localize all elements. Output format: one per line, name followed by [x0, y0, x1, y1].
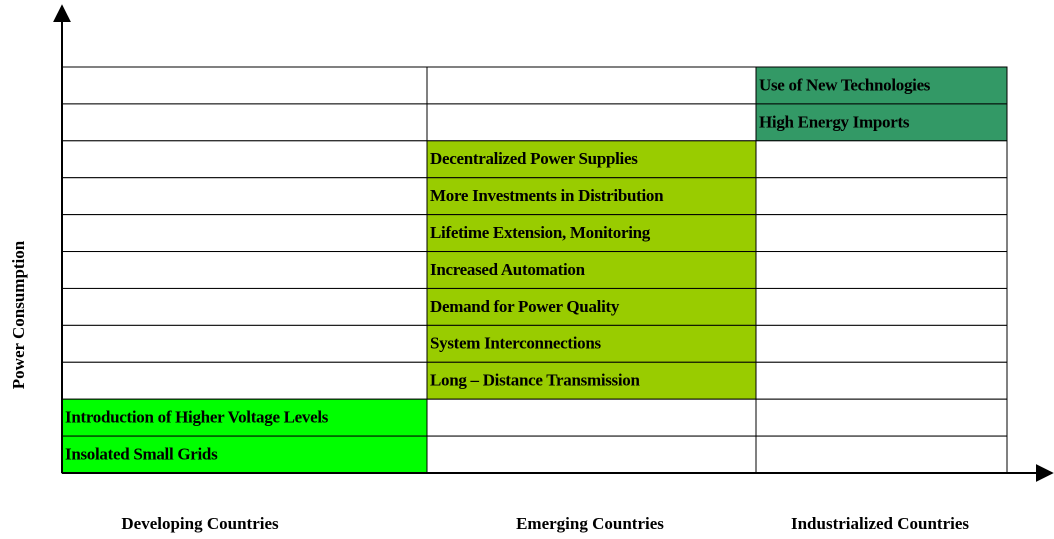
- cell: [755, 361, 1008, 400]
- cell: [426, 66, 757, 105]
- cell: [426, 140, 757, 179]
- cell: [61, 287, 428, 326]
- cell: [755, 251, 1008, 289]
- cell-text: Long – Distance Transmission: [430, 371, 640, 390]
- grid: Use of New Technologies High Energy Impor…: [61, 66, 1008, 474]
- column-label: Industrialized Countries: [791, 514, 969, 533]
- cell: [755, 398, 1008, 437]
- cell-text: More Investments in Distribution: [430, 186, 664, 205]
- cell: [755, 66, 1008, 105]
- cell: [61, 140, 428, 179]
- cell: [755, 140, 1008, 179]
- cell: [755, 214, 1008, 253]
- cell: [61, 361, 428, 400]
- cell: [61, 214, 428, 253]
- cell: [755, 177, 1008, 216]
- cell: [61, 103, 428, 142]
- cell-text: Increased Automation: [430, 260, 586, 279]
- cell: [426, 324, 757, 363]
- x-labels: Developing Countries Emerging Countries In…: [121, 514, 969, 533]
- cell-text: Introduction of Higher Voltage Levels: [65, 408, 329, 427]
- cell: [61, 251, 428, 289]
- column-label: Developing Countries: [121, 514, 279, 533]
- cell: [61, 398, 428, 437]
- cell: [755, 287, 1008, 326]
- cell: [426, 177, 757, 216]
- cell: [426, 435, 757, 474]
- cell: [426, 251, 757, 289]
- cell: [61, 324, 428, 363]
- cell-text: Decentralized Power Supplies: [430, 149, 638, 168]
- cell-text: Insolated Small Grids: [65, 444, 218, 463]
- cell-text: Use of New Technologies: [759, 75, 931, 94]
- cell: [426, 103, 757, 142]
- cell: [755, 435, 1008, 474]
- cell: [426, 398, 757, 437]
- column-label: Emerging Countries: [516, 514, 664, 533]
- cell-text: High Energy Imports: [759, 112, 910, 131]
- cell-text: Lifetime Extension, Monitoring: [430, 223, 651, 242]
- cell: [61, 177, 428, 216]
- cell: [755, 324, 1008, 363]
- cell: [61, 66, 428, 105]
- cell-text: System Interconnections: [430, 334, 601, 353]
- y-axis-label: Power Consumption: [9, 240, 28, 389]
- cell: [755, 103, 1008, 142]
- cell-text: Demand for Power Quality: [430, 297, 620, 316]
